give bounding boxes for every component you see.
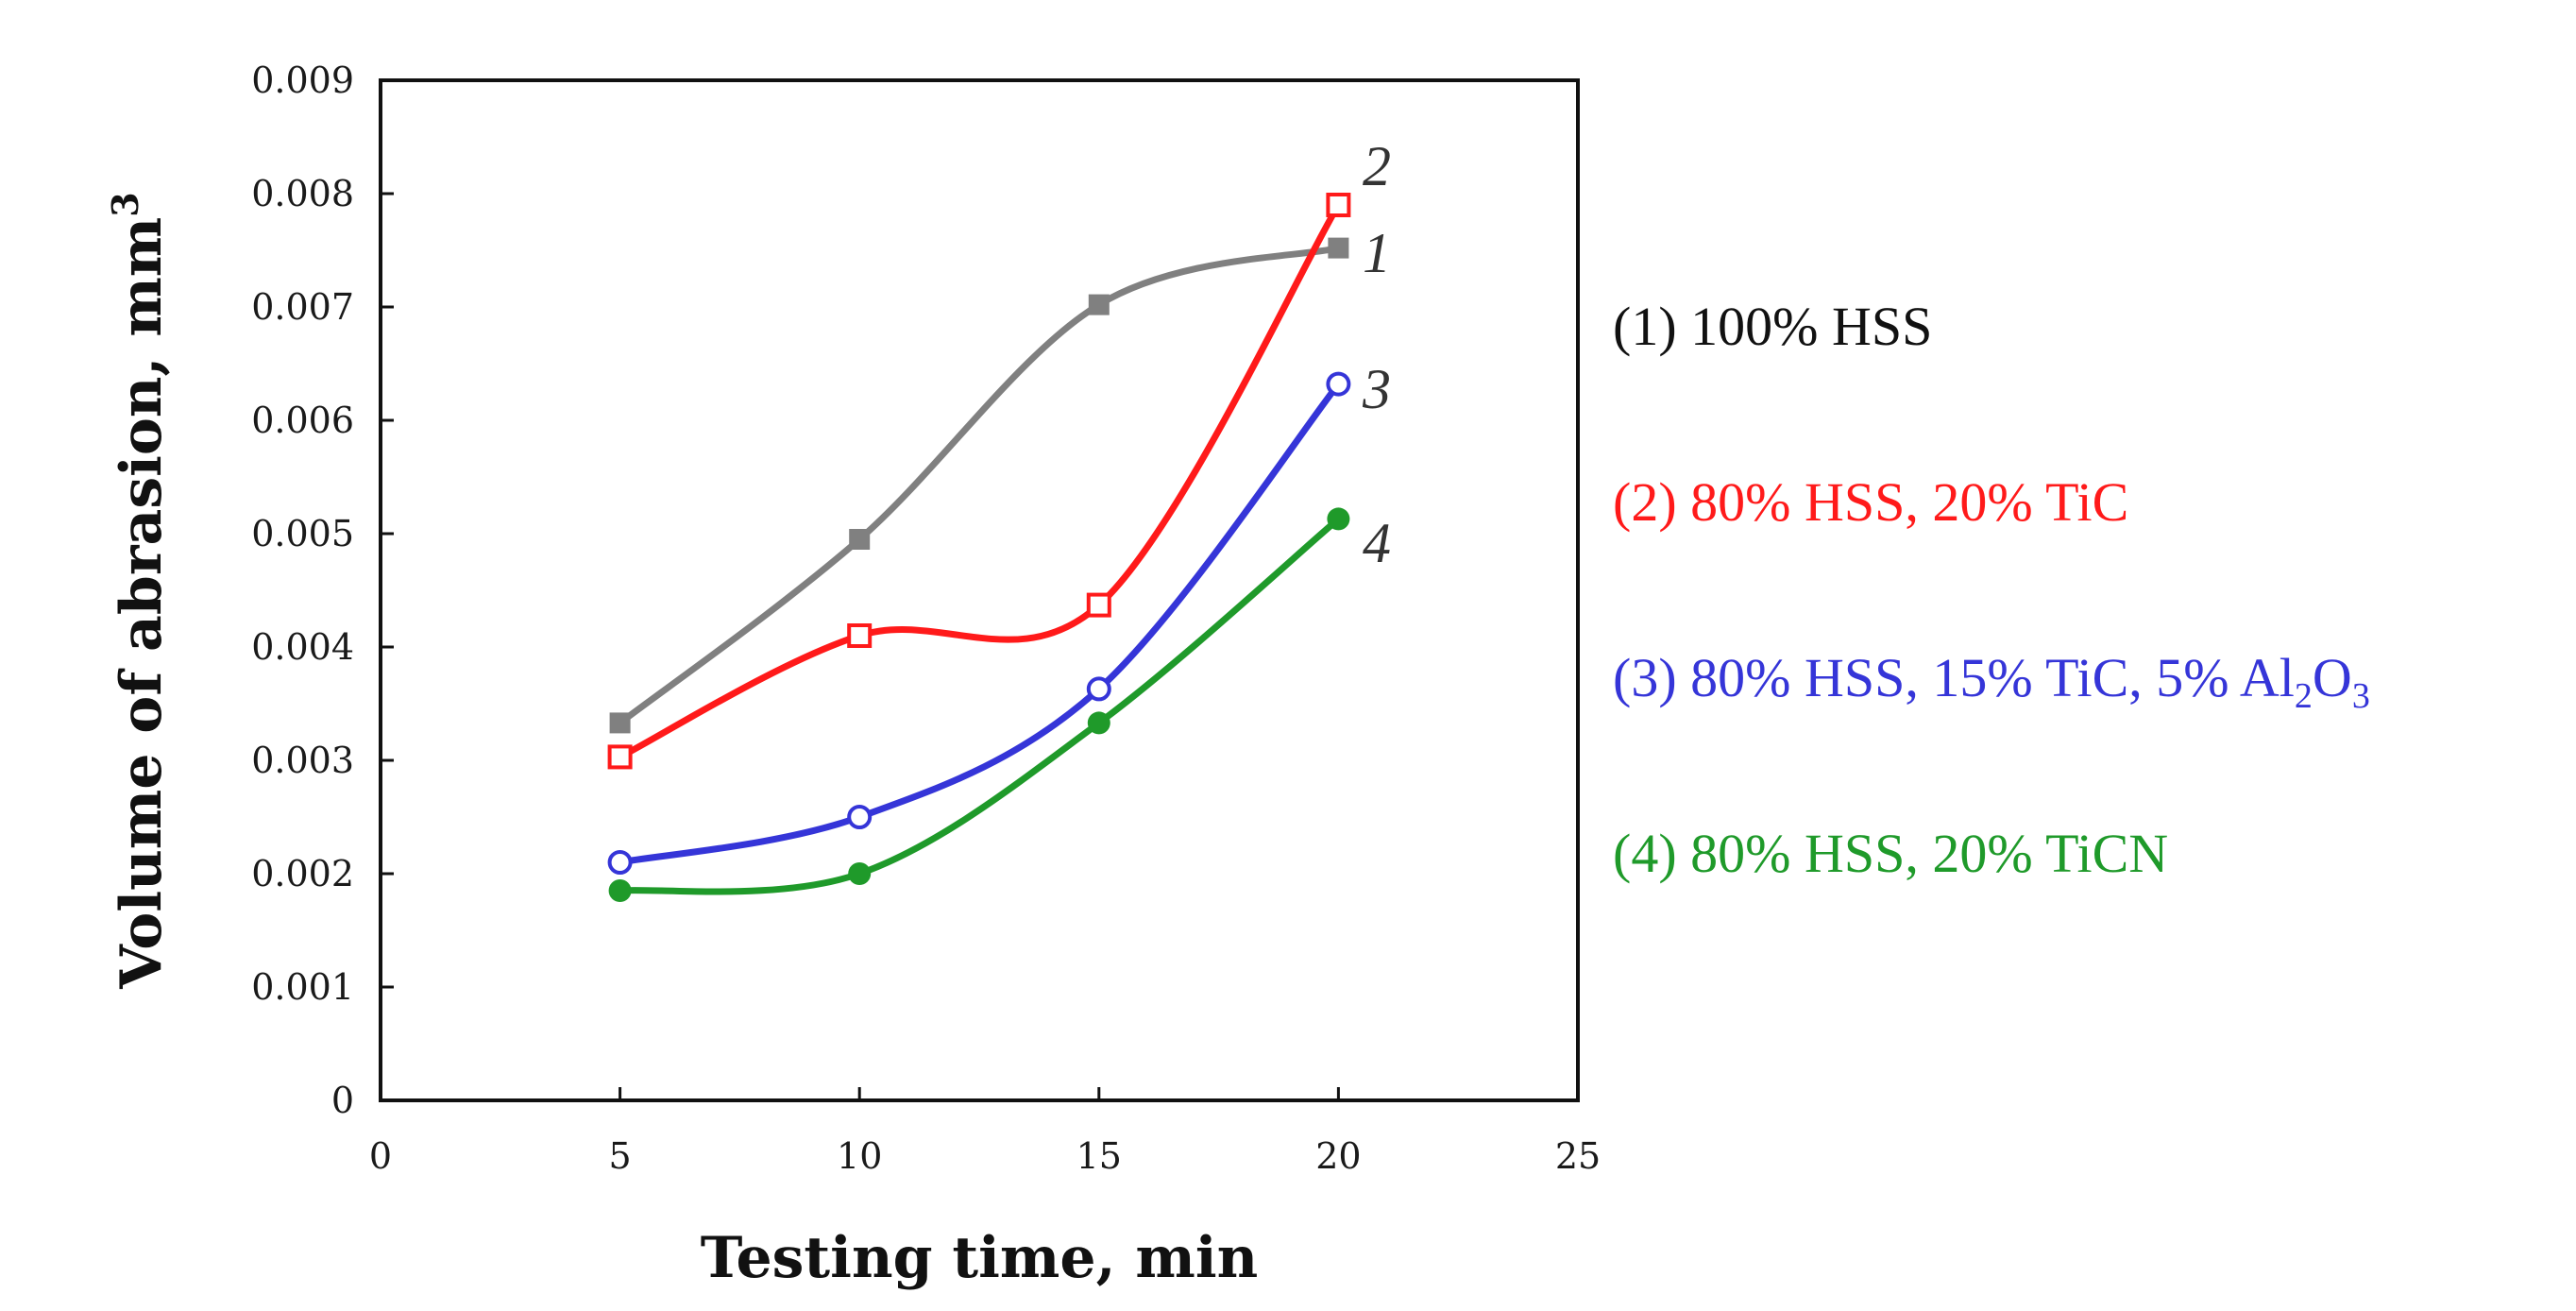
series-2-point (847, 623, 873, 648)
series-line-3 (617, 381, 1342, 866)
series-4-point (848, 862, 872, 885)
series-1-point (1088, 294, 1110, 315)
series-2-point (1326, 193, 1351, 217)
plot-frame (379, 78, 1580, 1102)
curve-label-1: 1 (1363, 222, 1391, 284)
series-2-point (607, 744, 633, 770)
x-tick-label: 0 (369, 1135, 392, 1177)
legend-entry-3-sub-2: 2 (2294, 676, 2313, 716)
series-1-point (609, 712, 631, 734)
series-3-point (607, 850, 633, 875)
x-tick-label: 15 (1076, 1135, 1122, 1177)
legend-entry-3: (3) 80% HSS, 15% TiC, 5% Al2O3 (1613, 646, 2370, 717)
legend-entry-3-prefix: (3) 80% HSS, 15% TiC, 5% Al (1613, 647, 2295, 708)
series-line-2 (617, 201, 1342, 760)
legend-entry-4: (4) 80% HSS, 20% TiCN (1613, 823, 2169, 884)
y-tick-label: 0.008 (251, 173, 354, 214)
series-3-point (1326, 371, 1351, 397)
series-2-point (1086, 592, 1111, 618)
series-line-1 (617, 245, 1342, 726)
series-4-point (1327, 507, 1350, 531)
y-tick-label: 0.009 (251, 60, 354, 101)
x-axis-ticks: 0 5 10 15 20 25 (369, 1087, 1601, 1177)
series-4-point (1087, 711, 1110, 735)
y-axis-title-text: Volume of abrasion, mm (109, 217, 175, 990)
series-4-point (608, 879, 632, 902)
legend-entry-2: (2) 80% HSS, 20% TiC (1613, 471, 2129, 533)
y-axis-title-superscript: 3 (104, 192, 146, 216)
curve-label-3: 3 (1362, 358, 1391, 420)
curve-label-2: 2 (1363, 135, 1391, 197)
series-1-point (1328, 237, 1349, 259)
series-line-4 (617, 515, 1342, 895)
y-axis-ticks: 0 0.001 0.002 0.003 0.004 0.005 0.006 0.007 0.00… (251, 60, 394, 1121)
legend-entry-3-sub-3: 3 (2351, 676, 2370, 716)
series-3-point (847, 805, 873, 829)
y-tick-label: 0 (331, 1080, 354, 1121)
series-3-point (1086, 676, 1111, 702)
y-tick-label: 0.006 (251, 400, 354, 441)
y-tick-label: 0.004 (251, 626, 354, 668)
x-tick-label: 20 (1315, 1135, 1361, 1177)
x-tick-label: 10 (837, 1135, 882, 1177)
legend-entry-3-oxygen: O (2312, 647, 2352, 708)
y-tick-label: 0.007 (251, 286, 354, 328)
y-tick-label: 0.005 (251, 513, 354, 554)
x-tick-label: 5 (609, 1135, 632, 1177)
y-tick-label: 0.001 (251, 966, 354, 1008)
series-markers (607, 193, 1351, 902)
y-tick-label: 0.002 (251, 853, 354, 894)
legend-entry-1: (1) 100% HSS (1613, 296, 1933, 357)
series-lines (617, 201, 1342, 895)
curve-label-4: 4 (1363, 512, 1391, 574)
x-tick-label: 25 (1555, 1135, 1601, 1177)
y-tick-label: 0.003 (251, 740, 354, 781)
x-axis-title: Testing time, min (701, 1225, 1259, 1291)
y-axis-title: Volume of abrasion, mm3 (104, 192, 175, 989)
series-1-point (849, 529, 871, 550)
